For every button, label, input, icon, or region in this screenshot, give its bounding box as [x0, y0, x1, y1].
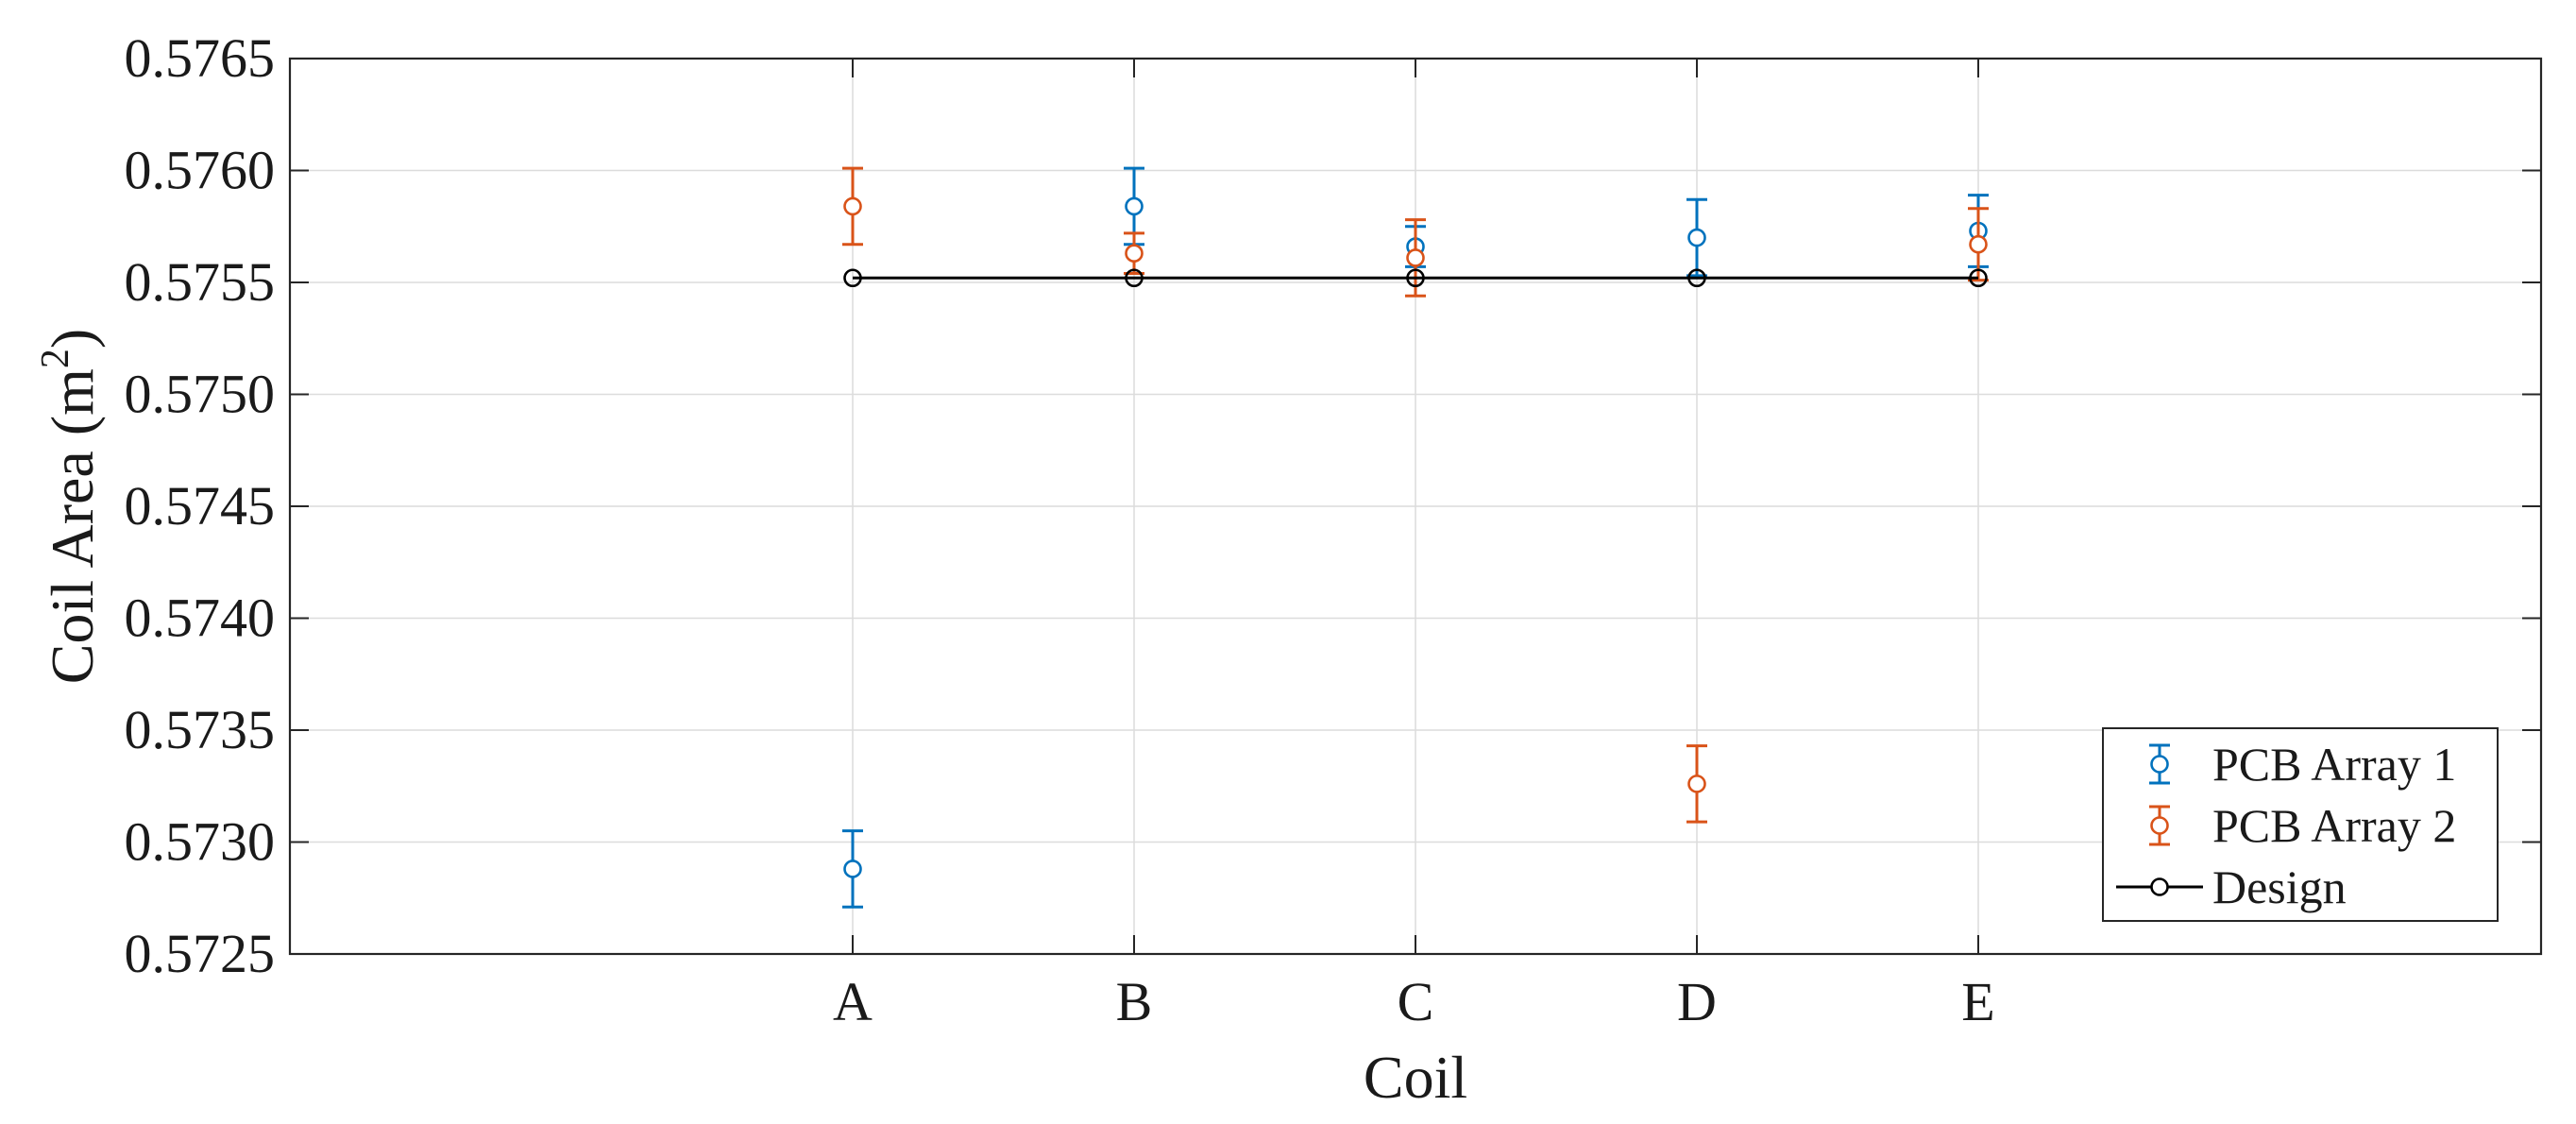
- legend-label: Design: [2212, 860, 2347, 913]
- x-tick-label: B: [1116, 971, 1153, 1032]
- data-marker: [843, 860, 862, 878]
- design-marker: [1969, 268, 1988, 288]
- data-marker: [1125, 196, 1144, 216]
- legend-entry: PCB Array 2: [2149, 799, 2456, 852]
- design-marker: [1406, 268, 1425, 288]
- legend-marker-swatch: [2150, 755, 2169, 774]
- y-tick-label: 0.5765: [125, 27, 276, 89]
- y-tick-label: 0.5740: [125, 588, 276, 649]
- y-tick-label: 0.5725: [125, 923, 276, 984]
- data-marker: [1125, 244, 1144, 263]
- design-marker: [1687, 268, 1706, 288]
- y-axis-title-end: ): [39, 329, 106, 349]
- series-design: [843, 268, 1988, 288]
- data-marker: [1687, 228, 1706, 247]
- y-tick-label: 0.5760: [125, 140, 276, 201]
- legend-entry: Design: [2116, 860, 2347, 913]
- y-tick-label: 0.5755: [125, 251, 276, 313]
- y-axis-title-superscript: 2: [34, 349, 77, 368]
- x-tick-label: D: [1677, 971, 1717, 1032]
- legend-marker-swatch: [2150, 816, 2169, 835]
- data-marker: [1687, 775, 1706, 793]
- legend-label: PCB Array 2: [2212, 799, 2456, 852]
- y-tick-label: 0.5750: [125, 364, 276, 425]
- data-marker: [1969, 234, 1988, 254]
- legend-label: PCB Array 1: [2212, 738, 2456, 791]
- legend-entry: PCB Array 1: [2149, 738, 2456, 791]
- data-marker: [843, 196, 862, 216]
- legend: PCB Array 1 PCB Array 2 Design: [2102, 727, 2499, 922]
- x-tick-label: C: [1398, 971, 1434, 1032]
- design-marker: [843, 268, 862, 288]
- x-axis-title: Coil: [1364, 1044, 1467, 1111]
- axis-ticks: 0.5725 0.5730 0.5735 0.5740 0.5745 0.5750 0.57…: [125, 27, 2541, 1032]
- y-tick-label: 0.5745: [125, 475, 276, 536]
- y-tick-label: 0.5735: [125, 699, 276, 760]
- legend-marker-swatch: [2150, 877, 2169, 896]
- x-tick-label: A: [833, 971, 873, 1032]
- y-axis-title-main: Coil Area (m: [39, 368, 106, 684]
- design-marker: [1125, 268, 1144, 288]
- y-axis-title: Coil Area (m2): [34, 329, 106, 684]
- series-layer: [842, 166, 1989, 909]
- data-marker: [1406, 248, 1425, 267]
- x-tick-label: E: [1961, 971, 1994, 1032]
- y-tick-label: 0.5730: [125, 811, 276, 873]
